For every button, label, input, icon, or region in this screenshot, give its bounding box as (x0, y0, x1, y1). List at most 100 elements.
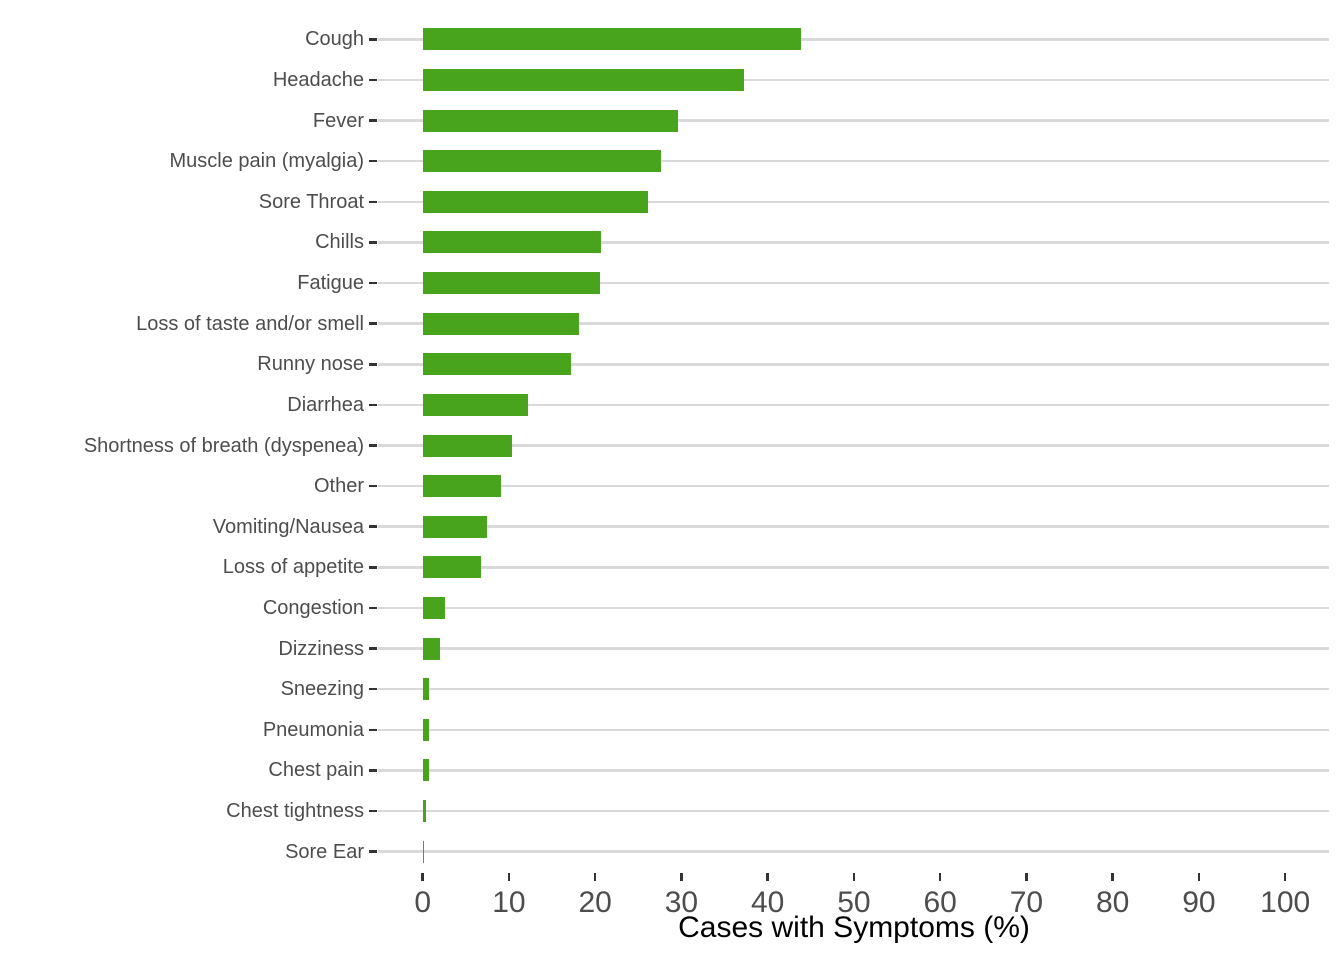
y-tick-mark (369, 850, 377, 853)
x-tick-label: 40 (751, 886, 785, 919)
bar-pneumonia (422, 718, 429, 741)
bar-sneezing (422, 678, 429, 701)
y-axis-label: Chills (315, 231, 364, 254)
y-tick-mark (369, 78, 377, 82)
y-axis-label: Fever (312, 109, 364, 132)
major-gridline (378, 525, 1329, 528)
y-axis-label: Chest tightness (226, 800, 364, 823)
x-tick-mark (852, 873, 856, 881)
x-tick-mark (938, 873, 942, 881)
y-tick-mark (369, 200, 377, 204)
y-axis-label: Sneezing (280, 678, 364, 701)
major-gridline (378, 119, 1329, 122)
y-tick-mark (369, 281, 377, 285)
major-gridline (378, 159, 1329, 163)
plot-panel (378, 19, 1329, 872)
bar-muscle-pain-myalgia- (422, 150, 661, 173)
y-axis-label: Loss of taste and/or smell (136, 312, 364, 335)
y-axis-label: Pneumonia (262, 718, 364, 741)
y-tick-mark (369, 159, 377, 163)
major-gridline (378, 444, 1329, 447)
y-axis-label: Muscle pain (myalgia) (169, 150, 364, 173)
bar-runny-nose (422, 353, 572, 376)
bar-headache (422, 68, 744, 91)
y-tick-mark (369, 687, 377, 691)
major-gridline (378, 809, 1329, 813)
bar-chest-tightness (422, 800, 427, 823)
major-gridline (378, 606, 1329, 610)
y-axis-label: Sore Throat (258, 190, 364, 213)
x-tick-label: 60 (923, 886, 957, 919)
y-axis-label: Runny nose (257, 353, 364, 376)
major-gridline (378, 566, 1329, 569)
bar-diarrhea (422, 393, 528, 416)
y-axis-label: Congestion (262, 596, 364, 619)
y-tick-mark (369, 484, 377, 488)
major-gridline (378, 769, 1329, 772)
y-tick-mark (369, 809, 377, 813)
bar-shortness-of-breath-dyspenea- (422, 434, 513, 457)
y-axis-category-labels: Cough Headache Fever Muscle pain (myalgia) S… (0, 19, 364, 872)
bar-other (422, 475, 502, 498)
y-tick-mark (369, 566, 377, 569)
bar-loss-of-appetite (422, 556, 482, 579)
y-axis-label: Headache (272, 68, 364, 91)
y-axis-label: Loss of appetite (222, 556, 364, 579)
y-axis-label: Other (313, 475, 364, 498)
major-gridline (378, 200, 1329, 204)
x-tick-mark (1197, 873, 1201, 881)
bar-fever (422, 109, 678, 132)
x-tick-mark (421, 873, 424, 881)
x-tick-label: 50 (837, 886, 871, 919)
bar-dizziness (422, 637, 440, 660)
y-axis-label: Diarrhea (287, 393, 364, 416)
y-tick-mark (369, 241, 377, 244)
major-gridline (378, 241, 1329, 244)
x-tick-label: 70 (1009, 886, 1044, 919)
x-tick-mark (680, 873, 683, 881)
major-gridline (378, 281, 1329, 285)
y-axis-label: Chest pain (268, 759, 364, 782)
bar-cough (422, 28, 802, 51)
major-gridline (378, 484, 1329, 488)
y-axis-label: Dizziness (278, 637, 364, 660)
y-tick-mark (369, 444, 377, 447)
major-gridline (378, 687, 1329, 691)
major-gridline (378, 647, 1329, 650)
bar-vomiting-nausea (422, 515, 488, 538)
major-gridline (378, 38, 1329, 41)
x-tick-mark (593, 873, 597, 881)
y-tick-mark (369, 769, 377, 772)
y-tick-mark (369, 647, 377, 650)
x-axis: 0 10 20 30 40 50 60 70 80 90 100 (378, 872, 1329, 960)
x-tick-label: 100 (1260, 886, 1311, 919)
bar-chest-pain (422, 759, 429, 782)
x-tick-label: 90 (1182, 886, 1216, 919)
x-tick-label: 0 (414, 886, 432, 919)
major-gridline (378, 403, 1329, 407)
bar-sore-throat (422, 190, 648, 213)
x-tick-mark (1111, 873, 1114, 881)
y-tick-mark (369, 322, 377, 325)
y-tick-mark (369, 525, 377, 528)
y-axis-label: Shortness of breath (dyspenea) (83, 434, 364, 457)
x-tick-mark (766, 873, 769, 881)
y-tick-mark (369, 606, 377, 610)
major-gridline (378, 322, 1329, 325)
y-tick-mark (369, 38, 377, 41)
x-tick-label: 10 (492, 886, 526, 919)
y-axis-label: Cough (305, 28, 364, 51)
y-tick-mark (369, 728, 377, 732)
x-tick-mark (507, 873, 511, 881)
y-axis-label: Sore Ear (285, 840, 364, 863)
y-axis-ticks (364, 19, 378, 872)
major-gridline (378, 78, 1329, 82)
y-axis-label: Vomiting/Nausea (212, 515, 364, 538)
x-axis-title: Cases with Symptoms (%) (678, 911, 1030, 944)
x-tick-mark (1025, 873, 1028, 881)
x-tick-label: 30 (664, 886, 699, 919)
bar-chills (422, 231, 602, 254)
major-gridline (378, 363, 1329, 366)
bar-congestion (422, 596, 446, 619)
